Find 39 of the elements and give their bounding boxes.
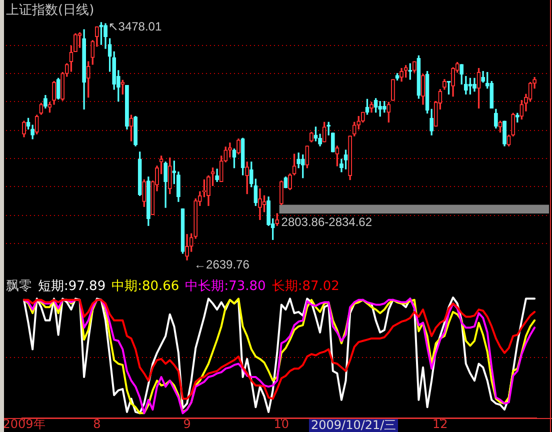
band-label: 2803.86-2834.62: [281, 214, 372, 229]
candlestick: [78, 32, 82, 48]
candlestick: [335, 146, 340, 166]
chart-title: 上证指数(日线): [6, 3, 94, 18]
x-tick-label: 10: [274, 417, 290, 432]
candlestick: [185, 234, 190, 260]
candlestick: [258, 188, 262, 220]
candlestick: [236, 138, 240, 154]
text: 长期:87.02: [272, 279, 340, 294]
annotation: ↖3478.01: [108, 19, 162, 34]
candlestick: [390, 79, 395, 101]
candlestick: [425, 71, 430, 114]
x-tick-label: 12: [432, 417, 448, 432]
series-label: 中期:80.66: [112, 279, 180, 294]
candlestick: [340, 158, 344, 172]
candlestick: [284, 176, 288, 188]
annotation: 2009/10/21/三: [309, 418, 398, 432]
text: 中长期:73.80: [185, 279, 266, 294]
candlestick: [502, 120, 506, 146]
candlestick: [159, 156, 164, 174]
candlestick: [370, 102, 374, 113]
candlestick: [240, 138, 245, 176]
candlestick: [22, 120, 26, 138]
candlestick: [472, 78, 476, 92]
candlestick: [365, 98, 370, 115]
x-tick-label: 2009年: [2, 417, 46, 432]
annotation: ←2639.76: [194, 257, 250, 272]
candlestick: [232, 148, 236, 168]
candlestick: [506, 134, 511, 146]
chart-title: 飘零: [6, 279, 32, 294]
candlestick: [476, 68, 481, 109]
series-label: 短期:97.89: [38, 279, 106, 294]
x-tick-label: 9: [183, 417, 191, 432]
candlestick: [344, 150, 348, 170]
candlestick: [374, 98, 378, 113]
x-tick-label: 8: [93, 417, 101, 432]
candlestick: [421, 74, 425, 105]
candlestick: [52, 81, 56, 105]
candlestick: [416, 55, 421, 99]
